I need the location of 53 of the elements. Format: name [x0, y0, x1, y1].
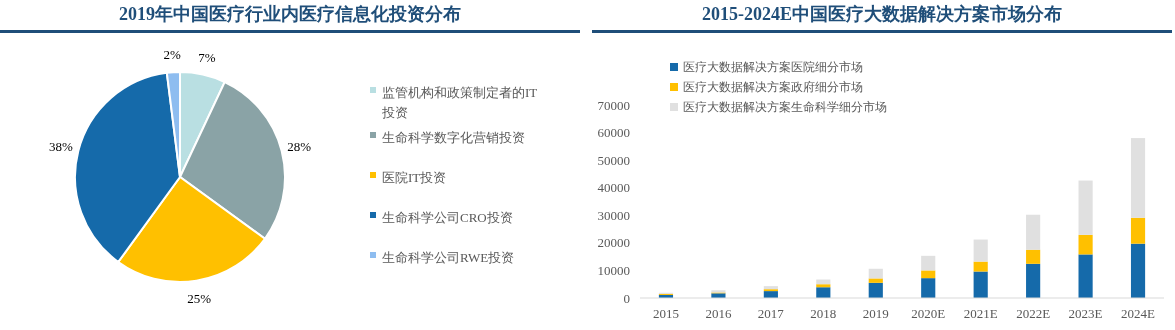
legend-label: 监管机构和政策制定者的IT投资 [381, 84, 538, 121]
y-tick-label: 10000 [597, 262, 630, 278]
chart-title: 2019年中国医疗行业内医疗信息化投资分布 [119, 4, 461, 24]
legend-label: 医疗大数据解决方案政府细分市场 [683, 80, 863, 95]
bar [921, 255, 936, 271]
bar [1026, 214, 1041, 250]
data-label: 28% [287, 138, 312, 154]
bar [868, 282, 883, 298]
legend-label: 医院IT投资 [382, 169, 447, 185]
legend-label: 生命科学公司CRO投资 [382, 209, 513, 225]
bar [816, 284, 831, 288]
bar [973, 261, 988, 272]
x-tick-label: 2015 [652, 305, 679, 321]
x-tick-label: 2019 [862, 305, 889, 321]
bar [921, 270, 936, 279]
bar [868, 268, 883, 279]
bar [1026, 263, 1041, 298]
data-label: 2% [163, 46, 182, 62]
legend-label: 医疗大数据解决方案生命科学细分市场 [683, 100, 887, 115]
bar [973, 239, 988, 262]
bar [921, 278, 936, 298]
x-tick-label: 2023E [1068, 305, 1103, 321]
y-tick-label: 0 [623, 290, 630, 306]
legend-label: 医疗大数据解决方案医院细分市场 [683, 60, 863, 75]
legend-label: 生命科学数字化营销投资 [382, 129, 525, 145]
y-tick-label: 70000 [597, 97, 630, 113]
data-label: 7% [198, 49, 216, 65]
legend-label: 生命科学公司RWE投资 [382, 249, 515, 265]
y-tick-label: 20000 [597, 235, 630, 251]
bar [1130, 243, 1146, 298]
bar [816, 287, 831, 298]
bar [868, 278, 883, 283]
x-tick-label: 2020E [911, 305, 946, 321]
x-tick-label: 2017 [757, 305, 785, 321]
bar [1130, 138, 1146, 218]
data-label: 38% [48, 138, 73, 154]
chart-title: 2015-2024E中国医疗大数据解决方案市场分布 [702, 4, 1062, 24]
y-tick-label: 30000 [597, 207, 630, 223]
x-tick-label: 2016 [705, 305, 732, 321]
bar [1026, 249, 1041, 264]
x-tick-label: 2024E [1121, 305, 1156, 321]
x-tick-label: 2021E [963, 305, 998, 321]
bar [1078, 234, 1093, 255]
bar [1078, 254, 1093, 298]
y-tick-label: 40000 [597, 180, 630, 196]
bar [1078, 180, 1093, 235]
x-tick-label: 2018 [810, 305, 837, 321]
y-tick-label: 50000 [597, 152, 630, 168]
y-tick-label: 60000 [597, 125, 630, 141]
bar [1130, 217, 1146, 244]
bar [973, 271, 988, 298]
x-tick-label: 2022E [1016, 305, 1051, 321]
data-label: 25% [187, 291, 212, 307]
